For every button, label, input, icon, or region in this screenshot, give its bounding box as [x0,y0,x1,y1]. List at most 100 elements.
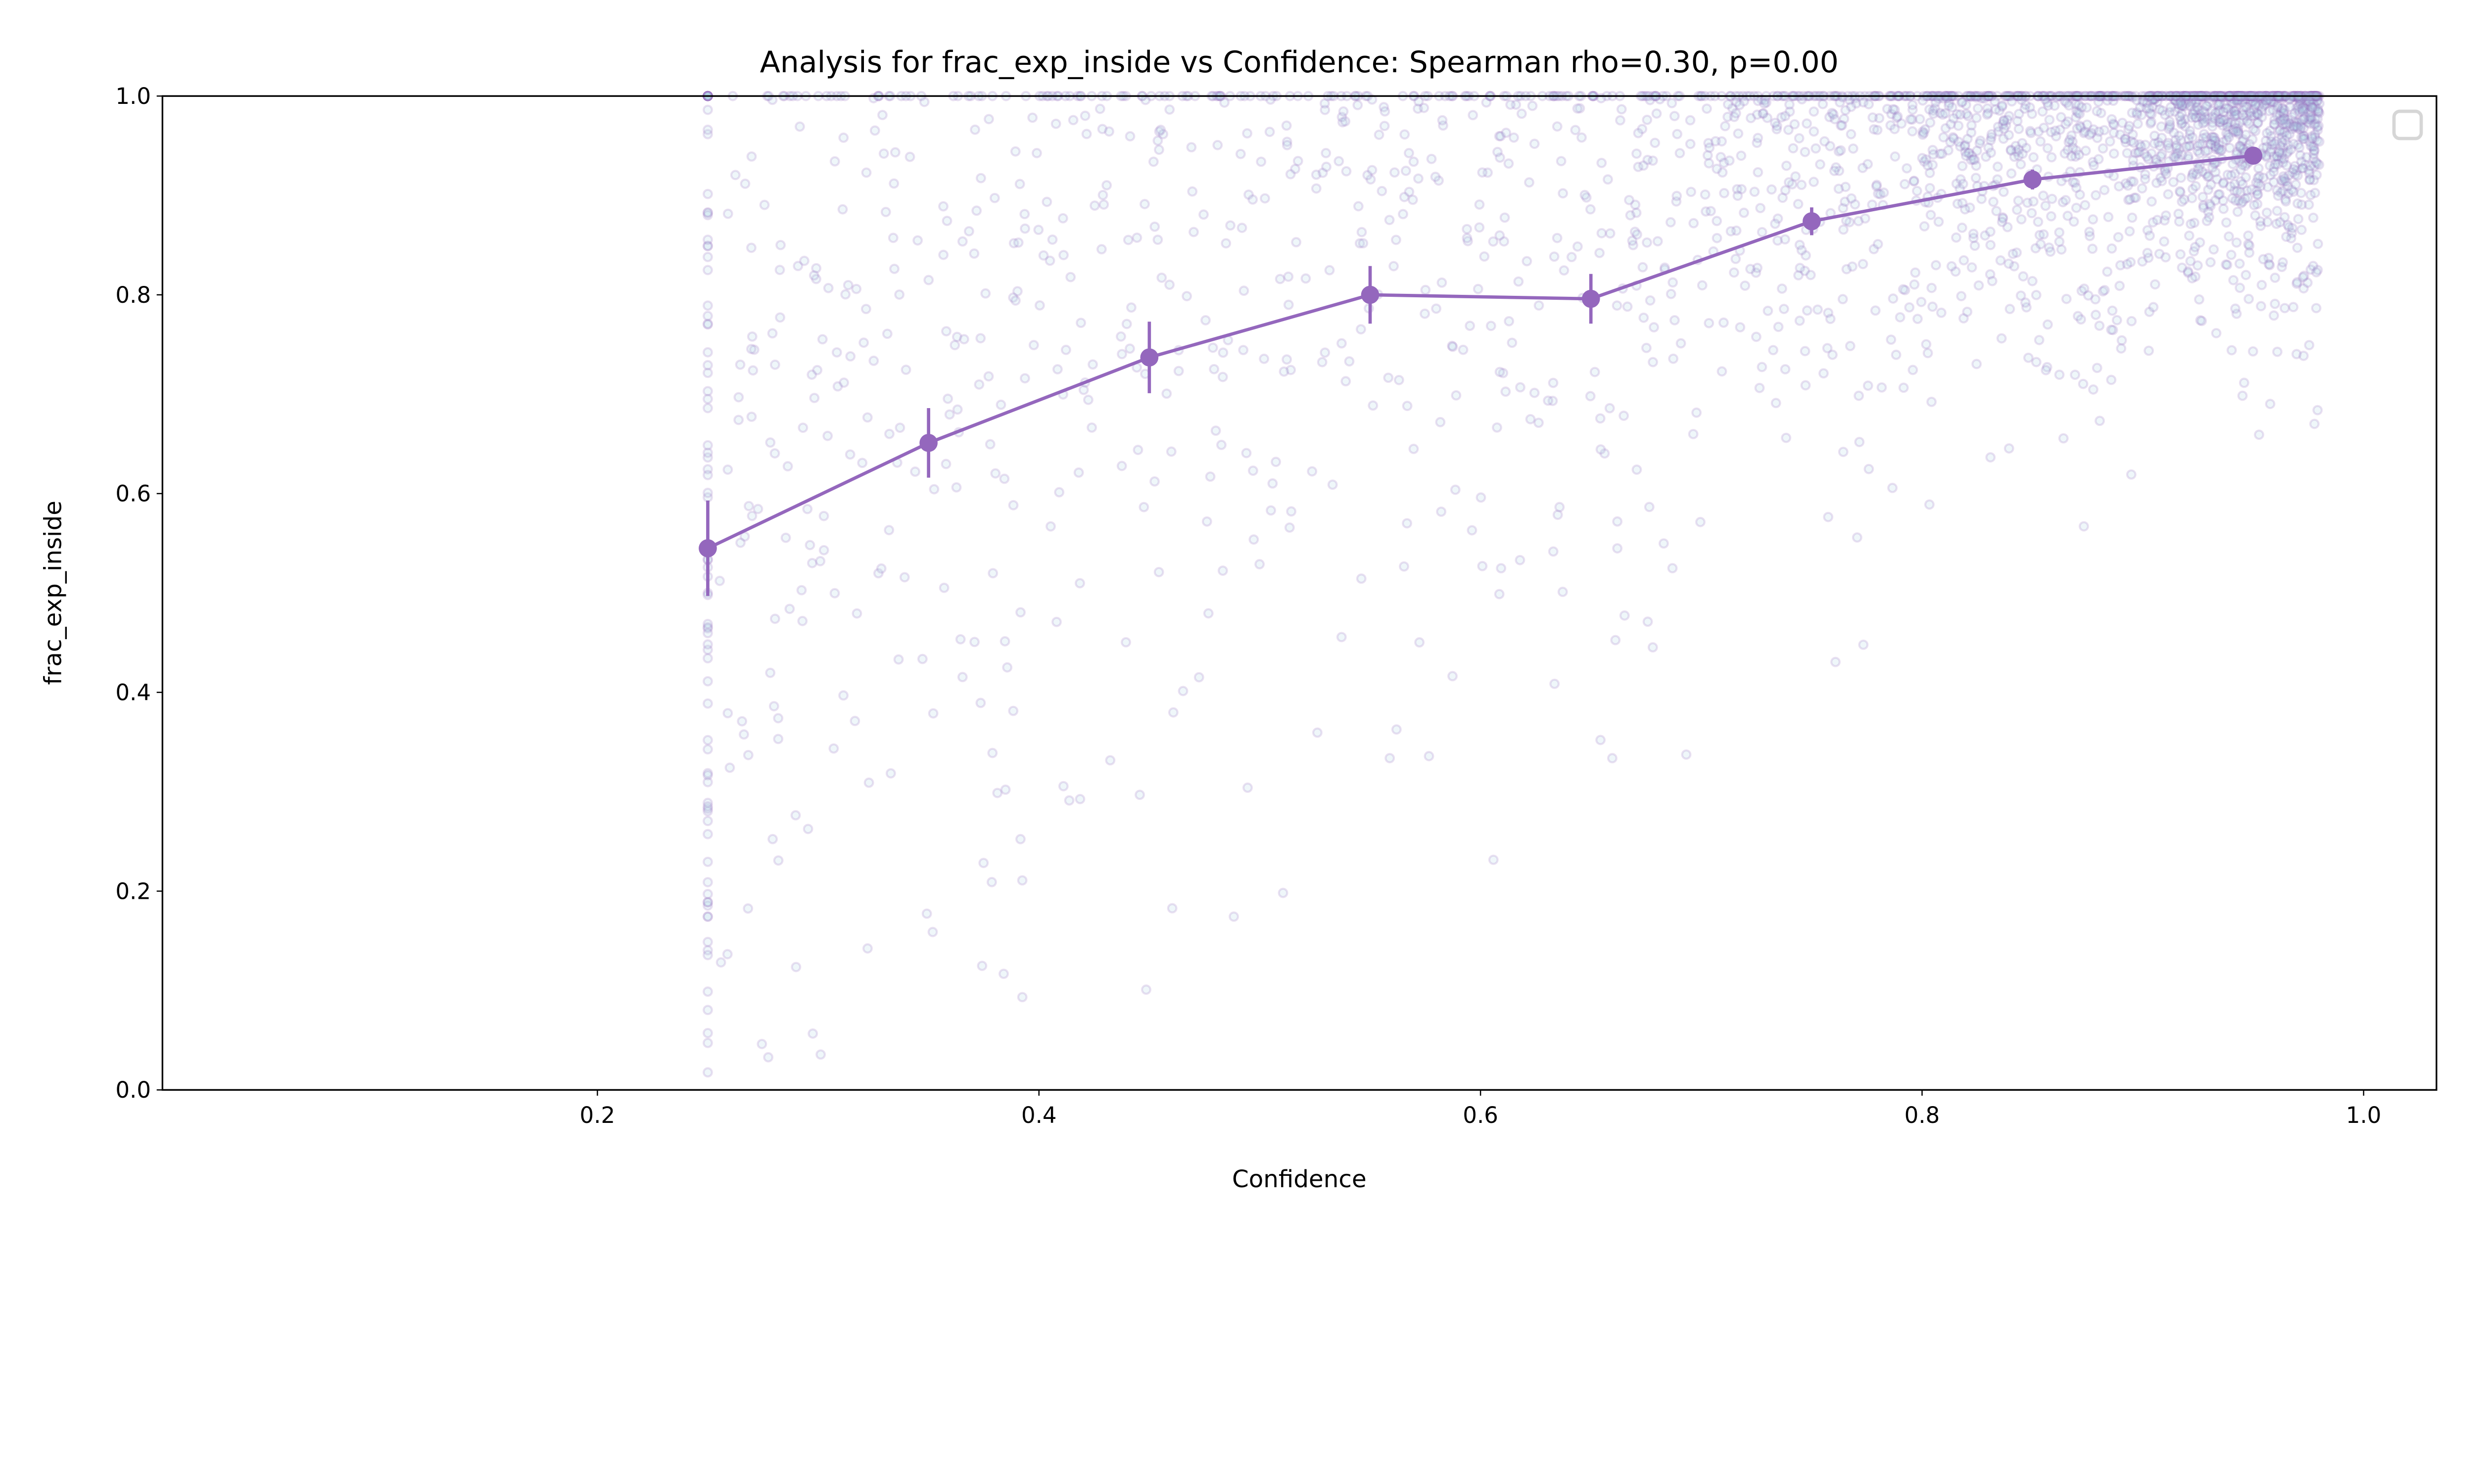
scatter-point [2230,303,2241,314]
scatter-point [2176,96,2187,107]
scatter-point [2080,200,2091,211]
scatter-point [2306,114,2317,125]
scatter-point [2201,216,2212,227]
scatter-point [714,575,725,586]
scatter-point [1955,174,1966,185]
scatter-point [1321,161,1332,172]
scatter-point [1946,261,1957,272]
scatter-point [1618,411,1629,421]
scatter-point [703,319,713,329]
scatter-point [2313,238,2323,249]
scatter-point [1605,228,1616,239]
scatter-point [2070,178,2080,188]
scatter-point [2213,100,2224,111]
scatter-point [2135,102,2145,113]
scatter-point [2157,149,2167,160]
scatter-point [2188,168,2199,178]
scatter-point [2025,102,2035,113]
scatter-point [2242,192,2253,203]
scatter-point [1133,445,1143,455]
scatter-point [2292,198,2303,209]
scatter-point [2132,109,2142,120]
scatter-point [1718,317,1729,328]
scatter-point [1704,158,1714,169]
scatter-point [2046,152,2057,163]
scatter-point [921,908,932,919]
scatter-point [2143,252,2154,263]
scatter-point [2021,302,2032,313]
scatter-point [2231,105,2241,116]
scatter-point [1651,108,1662,119]
scatter-point [1121,637,1131,648]
scatter-point [2068,177,2078,187]
scatter-point [2216,114,2226,125]
scatter-point [2243,118,2254,129]
scatter-point [1925,210,1936,220]
scatter-point [1399,561,1409,572]
scatter-point [1402,518,1413,529]
scatter-point [1321,148,1332,158]
scatter-point [1075,578,1085,589]
scatter-point [2254,429,2265,440]
scatter-point [1819,136,1830,147]
scatter-point [2125,194,2136,205]
scatter-point [2304,118,2315,129]
scatter-point [2236,176,2246,187]
scatter-point [1753,167,1763,178]
scatter-point [2186,219,2196,230]
scatter-point [2208,132,2219,142]
scatter-point [2093,96,2104,107]
scatter-point [1552,121,1563,132]
scatter-point [775,312,786,323]
scatter-point [2013,150,2024,161]
scatter-point [2312,122,2323,133]
scatter-point [1388,261,1399,272]
scatter-point [1921,339,1932,350]
scatter-point [1858,97,1869,108]
scatter-point [2165,119,2176,130]
scatter-point [2235,282,2245,293]
scatter-point [2304,97,2315,107]
scatter-point [2115,260,2126,271]
scatter-point [1666,98,1677,108]
scatter-point [1384,215,1395,226]
scatter-point [703,403,713,414]
scatter-point [1419,102,1429,113]
scatter-point [703,676,713,687]
scatter-point [1898,382,1909,393]
scatter-point [2237,97,2248,107]
scatter-point [941,459,952,469]
scatter-point [2289,108,2300,119]
scatter-point [1998,116,2009,127]
scatter-point [2283,114,2293,125]
scatter-point [2177,100,2188,111]
scatter-point [1907,104,1918,115]
scatter-point [1389,167,1400,178]
scatter-point [1959,204,1970,215]
scatter-point [2228,125,2238,136]
scatter-point [1149,221,1160,232]
scatter-point [1735,322,1746,333]
scatter-point [2071,105,2082,116]
scatter-point [1400,165,1411,176]
scatter-point [2222,260,2233,270]
scatter-point [2296,199,2307,210]
scatter-point [2034,334,2045,345]
scatter-point [2075,122,2086,133]
scatter-point [2240,172,2251,183]
scatter-point [2303,114,2314,125]
scatter-point [2131,192,2141,203]
scatter-point [1888,104,1899,115]
scatter-point [2265,96,2276,107]
scatter-point [2253,163,2264,174]
scatter-point [1958,313,1969,324]
scatter-point [1734,99,1745,110]
scatter-point [2191,169,2202,180]
scatter-point [2207,135,2218,146]
scatter-point [2310,118,2321,129]
scatter-point [1638,312,1649,323]
scatter-point [1283,271,1294,282]
scatter-point [1961,99,1971,110]
scatter-point [2258,254,2269,265]
scatter-point [2246,184,2257,195]
